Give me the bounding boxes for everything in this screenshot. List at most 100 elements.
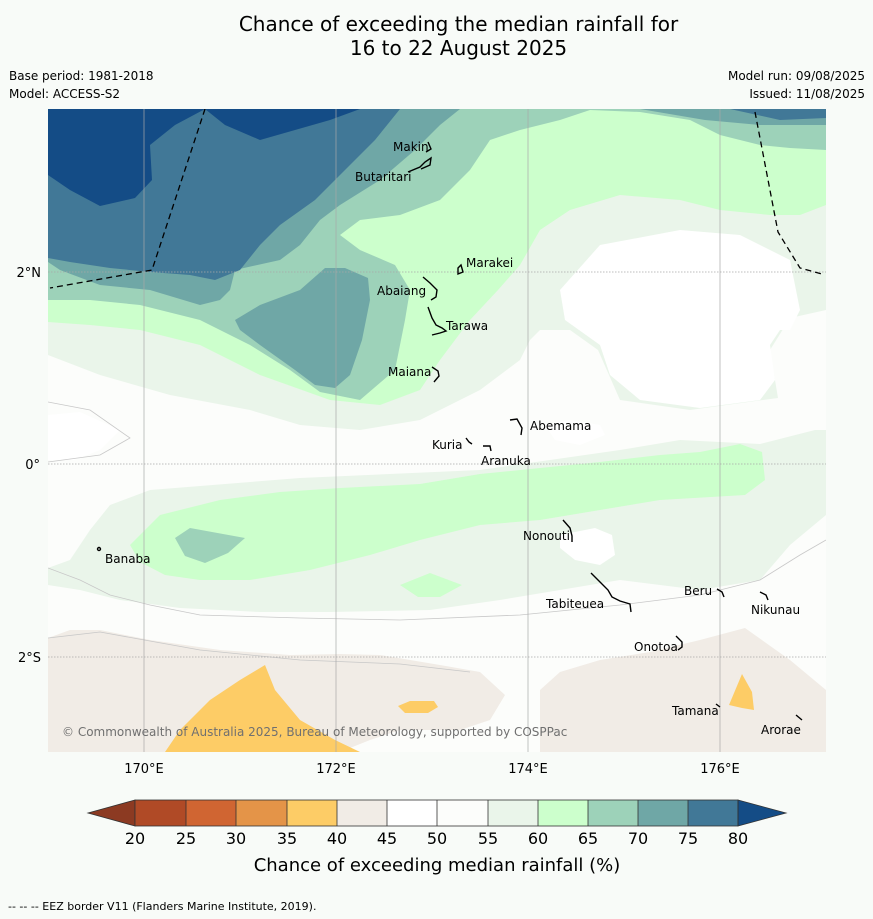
cb-tick-20: 20: [125, 829, 145, 848]
place-labels: Makin Butaritari Marakei Abaiang Tarawa …: [105, 140, 801, 737]
island-aranuka: [483, 445, 492, 452]
xtick-172e: 172°E: [316, 762, 356, 777]
meta-left: Base period: 1981-2018 Model: ACCESS-S2: [9, 67, 154, 103]
contour-40-45-south: [48, 630, 505, 752]
colorbar-segment-60-65: [538, 800, 588, 826]
label-onotoa: Onotoa: [634, 640, 678, 654]
label-kuria: Kuria: [432, 438, 463, 452]
cb-tick-50: 50: [427, 829, 447, 848]
colorbar-segment-45-50: [387, 800, 437, 826]
contour-45-50-nonouti: [560, 528, 615, 565]
cb-tick-45: 45: [377, 829, 397, 848]
label-abaiang: Abaiang: [377, 284, 426, 298]
cb-tick-30: 30: [226, 829, 246, 848]
island-onotoa: [675, 635, 683, 651]
contour-60-65-patch: [400, 573, 462, 597]
title-line-2: 16 to 22 August 2025: [349, 36, 568, 60]
axis-labels: 170°E 172°E 174°E 176°E 2°N 0° 2°S: [17, 266, 740, 777]
xtick-176e: 176°E: [700, 762, 740, 777]
contour-above-80: [48, 109, 205, 206]
contour-60-65-south: [130, 444, 765, 580]
colorbar-segment-35-40: [287, 800, 337, 826]
colorbar-extend-high: [737, 799, 788, 827]
island-beru: [716, 588, 725, 598]
cb-tick-25: 25: [176, 829, 196, 848]
label-arorae: Arorae: [761, 723, 801, 737]
label-nonouti: Nonouti: [523, 529, 570, 543]
colorbar-segment-20-25: [135, 800, 186, 826]
island-outlines: [96, 141, 803, 721]
label-abemama: Abemama: [530, 419, 591, 433]
colorbar-title: Chance of exceeding median rainfall (%): [254, 855, 621, 876]
contour-35-40-east: [729, 674, 754, 710]
colorbar-tick-labels: 20 25 30 35 40 45 50 55 60 65 70 75 80: [125, 829, 748, 848]
map-title: Chance of exceeding the median rainfall …: [0, 12, 873, 60]
label-tarawa: Tarawa: [445, 319, 488, 333]
base-period: Base period: 1981-2018: [9, 69, 154, 83]
ytick-2s: 2°S: [18, 651, 41, 666]
island-abaiang: [422, 276, 438, 301]
label-tamana: Tamana: [671, 704, 719, 718]
colorbar-segment-50-55: [437, 800, 488, 826]
model-run: Model run: 09/08/2025: [727, 69, 865, 83]
label-makin: Makin: [393, 140, 429, 154]
gridlines: [48, 109, 826, 752]
label-butaritari: Butaritari: [355, 170, 412, 184]
contour-35-40-patch: [398, 701, 438, 713]
island-tabiteuea: [590, 572, 632, 613]
island-banaba: [96, 546, 102, 552]
island-abemama: [509, 418, 523, 436]
issued-date: Issued: 11/08/2025: [749, 87, 865, 101]
contour-line-c: [48, 631, 471, 673]
xtick-174e: 174°E: [508, 762, 548, 777]
contour-45-50-south: [48, 412, 120, 460]
eez-border-east: [754, 111, 823, 275]
colorbar-segment-75-80: [688, 800, 738, 826]
xtick-170e: 170°E: [124, 762, 164, 777]
label-tabiteuea: Tabiteuea: [545, 597, 604, 611]
colorbar-segment-25-30: [186, 800, 236, 826]
contour-40-45-south-east: [540, 628, 826, 752]
island-makin: [425, 141, 432, 153]
cb-tick-60: 60: [528, 829, 548, 848]
label-banaba: Banaba: [105, 552, 151, 566]
contour-above-80-top: [205, 109, 360, 140]
title-line-1: Chance of exceeding the median rainfall …: [238, 12, 679, 36]
contour-45-50-abemama: [545, 420, 605, 445]
colorbar: 20 25 30 35 40 45 50 55 60 65 70 75 80 C…: [86, 799, 788, 876]
ytick-2n: 2°N: [17, 266, 42, 281]
island-nikunau: [759, 591, 769, 601]
contour-line-a: [48, 401, 131, 463]
label-aranuka: Aranuka: [481, 454, 531, 468]
colorbar-segment-70-75: [638, 800, 688, 826]
cb-tick-40: 40: [327, 829, 347, 848]
cb-tick-80: 80: [728, 829, 748, 848]
colorbar-dividers: [134, 799, 739, 827]
island-butaritari: [407, 156, 432, 173]
meta-right: Model run: 09/08/2025 Issued: 11/08/2025: [728, 67, 865, 103]
contour-35-40-south: [165, 665, 360, 752]
island-tamana: [715, 703, 721, 708]
island-arorae: [795, 714, 803, 721]
cb-tick-35: 35: [277, 829, 297, 848]
island-kuria: [465, 437, 473, 445]
colorbar-segment-55-60: [488, 800, 538, 826]
copyright-notice: © Commonwealth of Australia 2025, Bureau…: [62, 725, 567, 739]
colorbar-segment-40-45: [337, 800, 387, 826]
map-panel: Makin Butaritari Marakei Abaiang Tarawa …: [48, 109, 826, 752]
colorbar-segment-30-35: [236, 800, 287, 826]
island-maiana: [431, 366, 440, 383]
contour-45-50-east: [560, 230, 800, 408]
colorbar-extend-low: [86, 799, 136, 827]
cb-tick-65: 65: [578, 829, 598, 848]
cb-tick-70: 70: [628, 829, 648, 848]
model-name: Model: ACCESS-S2: [9, 87, 121, 101]
contour-75-80-ne: [730, 109, 826, 120]
eez-footnote: -- -- -- EEZ border V11 (Flanders Marine…: [8, 900, 317, 913]
label-maiana: Maiana: [388, 365, 431, 379]
island-marakei: [457, 263, 464, 276]
label-marakei: Marakei: [466, 256, 513, 270]
cb-tick-75: 75: [678, 829, 698, 848]
ytick-0: 0°: [25, 458, 40, 473]
